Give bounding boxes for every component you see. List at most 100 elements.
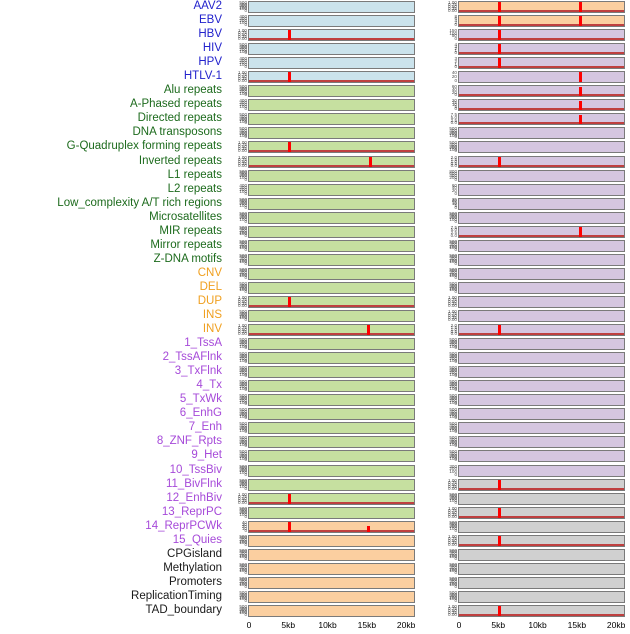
y-tick-label: 10 [451, 201, 457, 207]
y-tick-label: 100 [449, 259, 457, 265]
y-tick-label: 0 [454, 50, 457, 56]
y-axis: 7.5 5.0 2.5 0.0 [436, 225, 458, 239]
y-tick-label: 0 [454, 260, 457, 266]
x-tick-label: 20kb [606, 620, 626, 630]
y-tick-label: 200 [449, 426, 457, 432]
peak-bar [497, 16, 501, 27]
peak-bar [579, 100, 583, 111]
track-row: 1.00 0.75 0.50 0.25 0.00 [226, 140, 416, 154]
track-plot-area [458, 408, 625, 421]
y-tick-label: 400 [239, 338, 247, 344]
track-plot-area [458, 576, 625, 589]
y-tick-label: 1.0 [450, 158, 457, 164]
y-axis: 1.00 0.75 0.50 0.25 0.00 [436, 534, 458, 548]
y-tick-label: 0.25 [238, 76, 247, 82]
x-tick-label: 20kb [396, 620, 416, 630]
x-tick-label: 0 [246, 620, 252, 630]
y-tick-label: 400 [239, 14, 247, 20]
y-tick-label: 20 [451, 187, 457, 193]
track-row: 300 200 100 0 [436, 464, 626, 478]
y-tick-label: 0.50 [238, 298, 247, 304]
track-row: 800 600 400 200 0 [436, 169, 626, 183]
track-plot-area [458, 85, 625, 98]
y-tick-label: 300 [449, 368, 457, 374]
y-tick-label: 1.00 [448, 294, 457, 300]
y-tick-label: 1 [454, 61, 457, 67]
y-tick-label: 500 [449, 280, 457, 286]
track-plot-area [458, 338, 625, 351]
y-axis: 500 400 300 200 100 0 [226, 393, 248, 407]
peak-bar [497, 325, 501, 336]
peak-bar [366, 325, 370, 336]
y-tick-label: 500 [239, 603, 247, 609]
track-plot-area [458, 15, 625, 28]
y-tick-label: 300 [239, 115, 247, 121]
y-tick-label: 200 [449, 174, 457, 180]
y-tick-label: 200 [239, 594, 247, 600]
y-tick-label: 500 [239, 210, 247, 216]
track-label-14-reprpcwk: 14_ReprPCWk [145, 519, 222, 532]
y-axis: 500 400 300 200 100 0 [436, 211, 458, 225]
y-tick-label: 500 [449, 421, 457, 427]
track-row: 500 400 300 200 100 0 [226, 562, 416, 576]
track-plot-area [248, 183, 415, 196]
y-tick-label: 400 [239, 43, 247, 49]
track-plot-area [248, 450, 415, 463]
y-tick-label: 300 [449, 284, 457, 290]
coverage-baseline [459, 333, 624, 336]
coverage-baseline [459, 38, 624, 41]
y-axis: 500 400 300 200 100 0 [226, 506, 248, 520]
y-tick-label: 2.0 [450, 154, 457, 160]
y-tick-label: 500 [239, 533, 247, 539]
y-tick-label: 500 [449, 140, 457, 146]
y-tick-label: 0 [244, 485, 247, 491]
y-tick-label: 0 [244, 274, 247, 280]
y-tick-label: 4 [454, 18, 457, 24]
y-axis: 500 400 300 200 100 0 [436, 253, 458, 267]
track-row: 2.0 1.5 1.0 0.5 0.0 [436, 323, 626, 337]
track-row: 500 400 300 200 100 0 [226, 351, 416, 365]
y-tick-label: 200 [449, 412, 457, 418]
y-tick-label: 100 [449, 273, 457, 279]
y-tick-label: 500 [239, 575, 247, 581]
track-row: 500 400 300 200 100 0 [226, 84, 416, 98]
track-plot-area [458, 422, 625, 435]
track-label-6-enhg: 6_EnhG [179, 407, 222, 420]
track-row: 1.00 0.75 0.50 0.25 0.00 [436, 534, 626, 548]
y-tick-label: 400 [239, 113, 247, 119]
y-tick-label: 200 [239, 566, 247, 572]
track-plot-area [458, 141, 625, 154]
y-tick-label: 500 [449, 491, 457, 497]
y-tick-label: 200 [449, 145, 457, 151]
track-label-g-quadruplex-forming-repeats: G-Quadruplex forming repeats [66, 140, 222, 153]
coverage-baseline [249, 38, 414, 41]
y-axis: 1.00 0.75 0.50 0.25 0.00 [226, 492, 248, 506]
y-axis: 1.00 0.75 0.50 0.25 0.00 [226, 140, 248, 154]
y-tick-label: 0 [244, 583, 247, 589]
y-tick-label: 0.25 [238, 146, 247, 152]
peak-bar [369, 156, 373, 167]
y-axis: 500 400 300 200 100 0 [226, 281, 248, 295]
track-plot-area [248, 310, 415, 323]
y-tick-label: 0 [454, 359, 457, 365]
y-tick-label: 2.5 [450, 230, 457, 236]
y-tick-label: 0.50 [238, 144, 247, 150]
y-tick-label: 0.00 [238, 331, 247, 337]
y-tick-label: 400 [449, 549, 457, 555]
y-axis: 500 400 300 200 100 0 [226, 351, 248, 365]
y-tick-label: 7.5 [450, 112, 457, 118]
y-tick-label: 400 [449, 212, 457, 218]
y-tick-label: 100 [239, 118, 247, 124]
track-plot-area [248, 534, 415, 547]
x-tick-label: 5kb [491, 620, 506, 630]
y-axis: 500 400 300 200 100 0 [226, 562, 248, 576]
y-tick-label: 0.00 [238, 499, 247, 505]
y-tick-label: 500 [239, 463, 247, 469]
y-tick-label: 100 [239, 512, 247, 518]
track-plot-area [248, 155, 415, 168]
track-plot-area [458, 29, 625, 42]
track-row: 500 400 300 200 100 0 [436, 281, 626, 295]
track-plot-area [248, 99, 415, 112]
y-tick-label: 15 [451, 199, 457, 205]
track-plot-area [458, 211, 625, 224]
